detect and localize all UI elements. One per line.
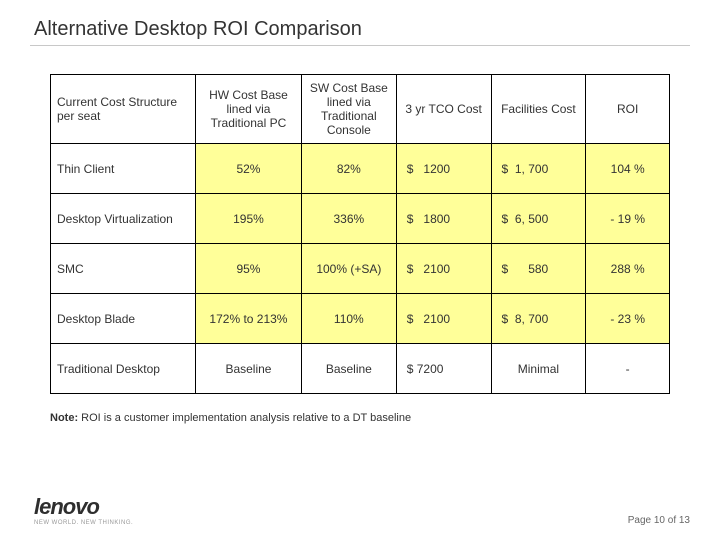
table-row: Desktop Blade 172% to 213% 110% $ 2100 $… (51, 294, 670, 344)
logo-text: lenovo (34, 496, 99, 518)
cell-fac: $ 580 (491, 244, 586, 294)
cell-roi: 104 % (586, 144, 670, 194)
cell-tco: $ 2100 (396, 294, 491, 344)
cell-fac: $ 1, 700 (491, 144, 586, 194)
cell-hw: 52% (195, 144, 301, 194)
row-label: Thin Client (51, 144, 196, 194)
lenovo-logo: lenovo NEW WORLD. NEW THINKING. (34, 496, 133, 526)
cell-tco: $ 1200 (396, 144, 491, 194)
table-row: SMC 95% 100% (+SA) $ 2100 $ 580 288 % (51, 244, 670, 294)
cell-sw: 336% (301, 194, 396, 244)
col-header-tco: 3 yr TCO Cost (396, 75, 491, 144)
cell-roi: 288 % (586, 244, 670, 294)
cell-roi: - (586, 344, 670, 394)
table-row: Desktop Virtualization 195% 336% $ 1800 … (51, 194, 670, 244)
logo-tagline: NEW WORLD. NEW THINKING. (34, 520, 133, 526)
cell-roi: - 19 % (586, 194, 670, 244)
row-label: Desktop Blade (51, 294, 196, 344)
cell-sw: 82% (301, 144, 396, 194)
cell-sw: Baseline (301, 344, 396, 394)
table-row: Traditional Desktop Baseline Baseline $ … (51, 344, 670, 394)
col-header-sw: SW Cost Base lined via Traditional Conso… (301, 75, 396, 144)
cell-fac: Minimal (491, 344, 586, 394)
cell-roi: - 23 % (586, 294, 670, 344)
footnote: Note: ROI is a customer implementation a… (30, 412, 690, 424)
row-label: Traditional Desktop (51, 344, 196, 394)
cell-hw: Baseline (195, 344, 301, 394)
table-row: Thin Client 52% 82% $ 1200 $ 1, 700 104 … (51, 144, 670, 194)
cell-tco: $ 2100 (396, 244, 491, 294)
note-label: Note: (50, 412, 78, 424)
note-text: ROI is a customer implementation analysi… (78, 412, 411, 424)
slide-title: Alternative Desktop ROI Comparison (30, 18, 690, 41)
title-divider (30, 45, 690, 46)
comparison-table-wrap: Current Cost Structure per seat HW Cost … (30, 74, 690, 394)
cell-hw: 172% to 213% (195, 294, 301, 344)
cell-fac: $ 6, 500 (491, 194, 586, 244)
cell-sw: 100% (+SA) (301, 244, 396, 294)
col-header-fac: Facilities Cost (491, 75, 586, 144)
page-indicator: Page 10 of 13 (628, 515, 690, 526)
cell-hw: 195% (195, 194, 301, 244)
table-header-row: Current Cost Structure per seat HW Cost … (51, 75, 670, 144)
row-label: SMC (51, 244, 196, 294)
col-header-roi: ROI (586, 75, 670, 144)
cell-tco: $ 7200 (396, 344, 491, 394)
comparison-table: Current Cost Structure per seat HW Cost … (50, 74, 670, 394)
col-header-structure: Current Cost Structure per seat (51, 75, 196, 144)
cell-tco: $ 1800 (396, 194, 491, 244)
col-header-hw: HW Cost Base lined via Traditional PC (195, 75, 301, 144)
cell-sw: 110% (301, 294, 396, 344)
slide-footer: lenovo NEW WORLD. NEW THINKING. Page 10 … (0, 496, 720, 526)
row-label: Desktop Virtualization (51, 194, 196, 244)
cell-hw: 95% (195, 244, 301, 294)
cell-fac: $ 8, 700 (491, 294, 586, 344)
